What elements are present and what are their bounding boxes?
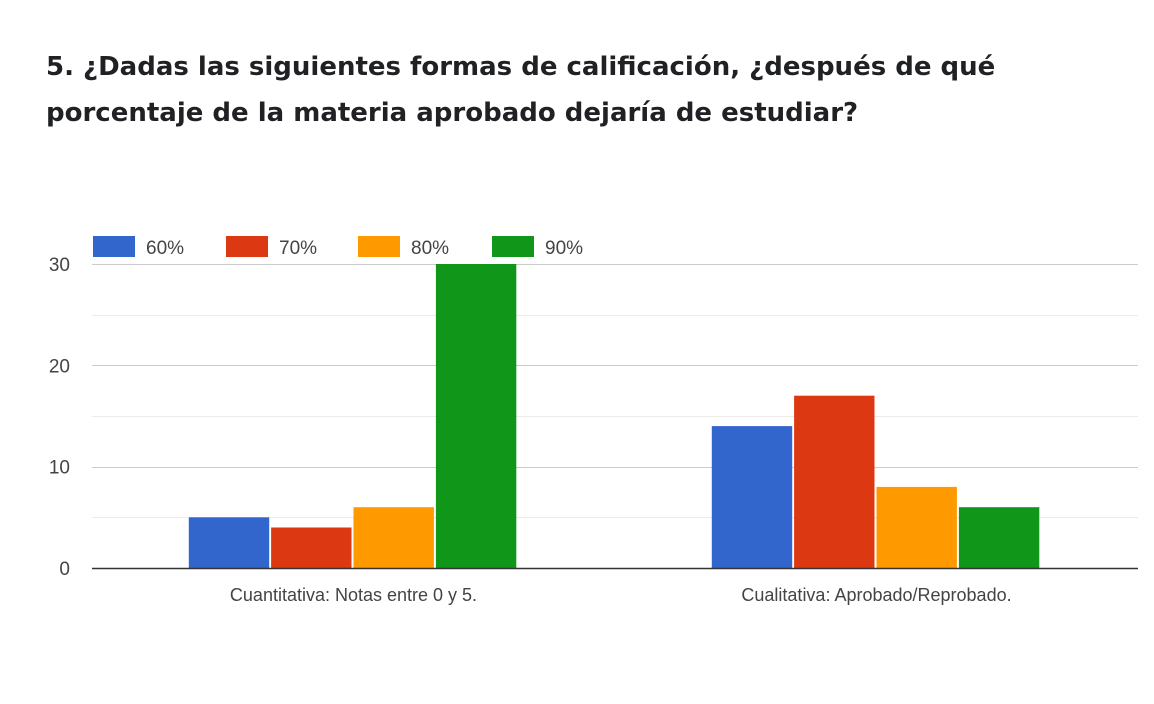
category-label: Cualitativa: Aprobado/Reprobado. [741,585,1011,605]
legend-label: 90% [545,238,583,259]
bar[interactable] [271,527,352,569]
legend[interactable]: 60% 70% 80% 90% [93,236,583,259]
legend-item[interactable]: 90% [492,236,583,259]
legend-swatch [93,236,135,257]
legend-swatch [492,236,534,257]
bar[interactable] [958,507,1040,568]
y-tick-label: 0 [59,559,70,580]
bar[interactable] [711,426,793,568]
bar[interactable] [353,507,434,568]
legend-swatch [358,236,400,257]
gridlines [92,264,1138,518]
legend-item[interactable]: 80% [358,236,449,259]
y-tick-label: 10 [49,458,70,479]
legend-label: 70% [279,238,317,259]
legend-item[interactable]: 70% [226,236,317,259]
y-tick-label: 30 [49,255,70,276]
legend-label: 60% [146,238,184,259]
legend-swatch [226,236,268,257]
axes: 0 10 20 30 Cuantitativa: Notas entre 0 y 5. C… [49,255,1138,605]
bar[interactable] [876,486,957,568]
bar[interactable] [794,395,875,568]
category-label: Cuantitativa: Notas entre 0 y 5. [230,585,477,605]
bar[interactable] [435,264,517,568]
question-title: 5. ¿Dadas las siguientes formas de calif… [46,52,996,128]
legend-item[interactable]: 60% [93,236,184,259]
legend-label: 80% [411,238,449,259]
bars [188,264,1040,569]
bar[interactable] [188,517,270,568]
y-tick-label: 20 [49,356,70,377]
